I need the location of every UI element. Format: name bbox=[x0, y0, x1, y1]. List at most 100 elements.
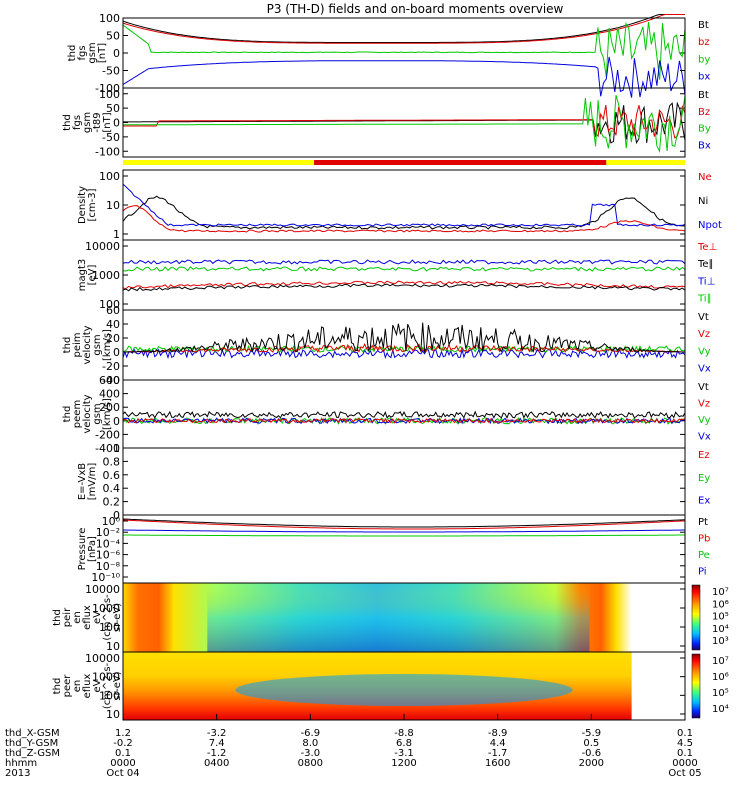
ylabel-line: [nT] bbox=[97, 43, 108, 63]
x-axis-value: -3.2 bbox=[207, 728, 227, 739]
ytick-label: 10000 bbox=[85, 583, 120, 596]
ylabel-line: velocity bbox=[82, 394, 93, 433]
x-axis: thd_X-GSMthd_Y-GSMthd_Z-GSMhhmm20131.2-0… bbox=[5, 714, 702, 779]
ylabel-line: eV bbox=[92, 611, 103, 624]
mode-bar-slow bbox=[123, 160, 315, 165]
figure-title: P3 (TH-D) fields and on-board moments ov… bbox=[267, 2, 564, 16]
x-axis-value: 1200 bbox=[391, 758, 416, 769]
legend-Vx: Vx bbox=[698, 363, 711, 374]
ylabel-line: [km/s] bbox=[102, 398, 113, 430]
legend-Pe: Pe bbox=[698, 550, 710, 561]
series-Ne bbox=[122, 205, 686, 233]
ytick-label: 100 bbox=[99, 170, 120, 183]
ylabel-line: thd bbox=[62, 114, 73, 131]
ytick-label: 100 bbox=[99, 12, 120, 25]
legend-Bt: Bt bbox=[698, 90, 709, 101]
legend-Vx: Vx bbox=[698, 432, 711, 443]
ylabel-line: thd bbox=[67, 45, 78, 62]
ytick-label: 0 bbox=[113, 47, 120, 60]
legend-by: by bbox=[698, 54, 710, 65]
x-axis-value: 0.1 bbox=[115, 748, 131, 759]
legend-Bz: Bz bbox=[698, 107, 710, 118]
ytick-label: 10⁰ bbox=[102, 515, 121, 528]
panel-7: E=-VxB [mV/m] 10.80.60.40.20 Ez Ey Ex bbox=[77, 442, 710, 522]
panel-frame bbox=[122, 169, 686, 241]
x-axis-value: -8.9 bbox=[488, 728, 508, 739]
x-axis-value: -6.9 bbox=[301, 728, 321, 739]
ylabel-line: [nT] bbox=[102, 112, 113, 132]
x-axis-value: -0.6 bbox=[582, 748, 602, 759]
series-Te-perp bbox=[122, 280, 686, 290]
ytick-label: 100 bbox=[99, 689, 120, 702]
ylabel-line: thd bbox=[52, 678, 63, 695]
x-axis-value: 0400 bbox=[204, 758, 229, 769]
x-axis-value: -3.1 bbox=[394, 748, 414, 759]
ytick-label: 10⁻¹⁰ bbox=[91, 571, 120, 584]
ytick-label: 400 bbox=[99, 388, 120, 401]
x-axis-row-label: 2013 bbox=[5, 768, 30, 779]
mode-bar-slow-2 bbox=[606, 160, 685, 165]
ytick-label: 1000 bbox=[92, 602, 120, 615]
panel-6: thd peem velocity gsm [km/s]6004002000-200-4… bbox=[62, 374, 711, 455]
colorbar-tick: 10⁴ bbox=[712, 624, 729, 635]
x-axis-value: Oct 04 bbox=[106, 768, 139, 779]
x-axis-value: 0000 bbox=[110, 758, 135, 769]
series-Te-par bbox=[122, 283, 686, 292]
legend-Bx: Bx bbox=[698, 141, 711, 152]
ytick-label: 200 bbox=[99, 401, 120, 414]
x-axis-value: 2000 bbox=[579, 758, 604, 769]
panel-8-ylabel: Pressure [nPa] bbox=[77, 528, 98, 571]
series-Pt bbox=[122, 518, 686, 528]
legend-Bt: Bt bbox=[698, 20, 709, 31]
series-Bt bbox=[122, 14, 685, 43]
x-axis-row-label: thd_Z-GSM bbox=[5, 748, 60, 759]
ylabel-line: gsm bbox=[82, 112, 93, 133]
ylabel-line: gsm bbox=[92, 403, 103, 424]
legend-Vz: Vz bbox=[698, 399, 710, 410]
ytick-label: 600 bbox=[99, 374, 120, 387]
ytick-label: 0 bbox=[113, 117, 120, 130]
ytick-label: 1000 bbox=[92, 671, 120, 684]
ytick-label: -20 bbox=[102, 360, 120, 373]
colorbar-tick: 10⁶ bbox=[712, 672, 729, 683]
ytick-label: 100 bbox=[99, 88, 120, 101]
ylabel-line: sr-eV) bbox=[112, 671, 123, 700]
ylabel-line: [km/s] bbox=[102, 329, 113, 361]
x-axis-value: -5.9 bbox=[582, 728, 602, 739]
ytick-label: 0.2 bbox=[103, 496, 121, 509]
colorbar bbox=[691, 584, 701, 651]
legend-Vt: Vt bbox=[698, 312, 709, 323]
series-Vz bbox=[122, 417, 686, 424]
x-axis-value: 1.2 bbox=[115, 728, 131, 739]
ytick-label: -50 bbox=[102, 65, 120, 78]
series-Vt bbox=[122, 410, 686, 419]
series-Vt bbox=[123, 322, 685, 354]
legend-Te⊥: Te⊥ bbox=[697, 242, 717, 253]
ytick-label: 10⁻⁸ bbox=[96, 560, 121, 573]
ylabel-line: thd bbox=[62, 406, 73, 423]
x-axis-value: 4.4 bbox=[490, 738, 506, 749]
x-axis-value: 0.5 bbox=[583, 738, 599, 749]
ylabel-line: eflux bbox=[82, 605, 93, 630]
x-axis-value: 0.1 bbox=[677, 728, 693, 739]
panel-5-ylabel: thd peim velocity gsm [km/s] bbox=[62, 325, 113, 364]
legend-Te∥: Te∥ bbox=[697, 259, 714, 270]
legend-Pb: Pb bbox=[698, 534, 710, 545]
ytick-label: 0.8 bbox=[103, 455, 121, 468]
series-bx bbox=[122, 56, 686, 98]
x-axis-value: 7.4 bbox=[209, 738, 225, 749]
panel-frame bbox=[122, 379, 686, 449]
ylabel-line: [cm-3] bbox=[87, 188, 98, 221]
x-axis-value: 0.1 bbox=[677, 748, 693, 759]
ytick-label: 1 bbox=[113, 228, 120, 241]
ytick-label: 10⁻² bbox=[96, 526, 120, 539]
x-axis-value: 0000 bbox=[672, 758, 697, 769]
series-bz bbox=[122, 14, 685, 44]
panel-1-ylabel: thd fgs gsm [nT] bbox=[67, 42, 108, 63]
panel-3-ylabel: Density [cm-3] bbox=[77, 186, 98, 224]
x-axis-value: -1.7 bbox=[488, 748, 508, 759]
ytick-label: -40 bbox=[102, 374, 120, 387]
ytick-label: 50 bbox=[106, 30, 120, 43]
